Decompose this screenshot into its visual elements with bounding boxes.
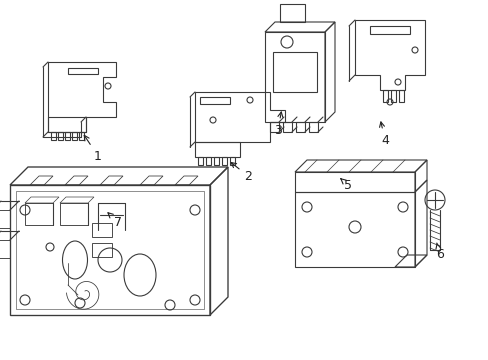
- Text: 2: 2: [231, 162, 251, 183]
- Text: 5: 5: [340, 179, 351, 192]
- Text: 1: 1: [84, 135, 102, 162]
- Text: 4: 4: [379, 122, 388, 147]
- Text: 7: 7: [108, 213, 122, 229]
- Text: 6: 6: [435, 243, 443, 261]
- Text: 3: 3: [273, 112, 282, 136]
